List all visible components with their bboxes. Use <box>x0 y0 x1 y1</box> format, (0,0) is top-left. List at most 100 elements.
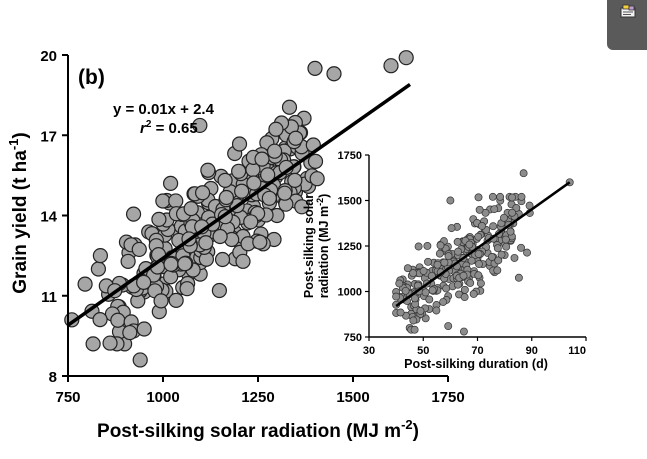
inset-data-point <box>439 298 448 306</box>
inset-data-point <box>475 260 483 268</box>
main-y-ticks: 8 11 14 17 20 <box>40 48 68 386</box>
main-data-point <box>218 189 235 206</box>
inset-data-point <box>474 250 483 258</box>
inset-data-point <box>392 292 401 301</box>
main-data-point <box>125 206 142 222</box>
inset-data-point <box>414 242 423 251</box>
inset-data-point <box>517 243 525 252</box>
main-data-point <box>163 256 179 272</box>
inset-data-point <box>508 208 517 217</box>
inset-data-point <box>453 237 462 246</box>
r-squared: r2 = 0.65 <box>140 119 198 137</box>
inset-data-point <box>433 260 442 269</box>
main-data-point <box>131 241 147 258</box>
main-data-point <box>277 185 293 201</box>
inset-data-point <box>435 249 444 258</box>
inset-data-point <box>490 205 499 214</box>
main-data-point <box>163 175 179 191</box>
inset-y-tick-label: 1250 <box>338 241 362 253</box>
inset-data-point <box>474 232 483 241</box>
main-data-point <box>90 261 107 277</box>
main-data-point <box>151 211 167 228</box>
panel-label: (b) <box>78 66 105 89</box>
inset-data-point <box>444 252 453 261</box>
inset-y-tick-label: 1500 <box>338 196 362 208</box>
inset-fit-line <box>395 181 571 308</box>
main-x-tick-label: 1250 <box>241 389 274 406</box>
inset-data-point <box>421 288 430 297</box>
inset-data-point <box>460 293 469 302</box>
inset-data-point <box>460 285 469 294</box>
inset-y-label-line2: radiation (MJ m-2) <box>315 194 331 299</box>
main-data-point <box>261 190 277 206</box>
inset-data-point <box>410 294 419 303</box>
main-y-tick-label: 11 <box>41 289 57 306</box>
x-axis-label: Post-silking solar radiation (MJ m-2) <box>97 417 419 442</box>
inset-x-axis-label: Post-silking duration (d) <box>404 357 548 371</box>
main-data-point <box>122 324 138 341</box>
inset-data-point <box>519 169 528 178</box>
main-points <box>64 50 414 368</box>
inset-data-point <box>442 284 451 293</box>
main-y-tick-label: 20 <box>40 48 57 65</box>
inset-data-point <box>496 192 505 201</box>
inset-data-point <box>477 222 486 230</box>
inset-data-point <box>395 279 404 288</box>
main-data-point <box>235 253 251 269</box>
regression-equation: y = 0.01x + 2.4 <box>113 101 215 118</box>
inset-data-point <box>500 213 508 222</box>
inset-data-point <box>510 253 519 262</box>
inset-data-point <box>493 244 502 253</box>
y-axis-label: Grain yield (t ha-1) <box>6 132 31 293</box>
inset-data-point <box>502 242 511 251</box>
inset-data-point <box>474 271 483 280</box>
inset-data-point <box>428 286 437 295</box>
main-data-point <box>260 167 276 183</box>
main-x-tick-label: 1750 <box>431 389 464 406</box>
main-data-point <box>383 58 399 74</box>
main-data-point <box>287 172 303 189</box>
main-data-point <box>398 50 414 66</box>
main-data-point <box>85 336 101 352</box>
main-data-point <box>281 99 298 115</box>
main-data-point <box>246 175 262 191</box>
main-data-point <box>326 66 342 82</box>
main-data-point <box>177 256 193 272</box>
main-data-point <box>307 60 323 76</box>
main-data-point <box>252 234 268 250</box>
inset-data-point <box>396 308 405 317</box>
inset-data-point <box>476 279 485 288</box>
inset-x-tick-label: 70 <box>471 345 483 357</box>
main-data-point <box>92 247 108 264</box>
main-data-point <box>288 130 304 146</box>
inset-y-tick-label: 1750 <box>338 150 362 162</box>
inset-y-tick-label: 750 <box>344 332 362 344</box>
presentation-widget[interactable] <box>607 0 647 50</box>
main-data-point <box>211 282 227 299</box>
main-data-point <box>155 193 171 209</box>
inset-data-point <box>453 280 462 289</box>
main-data-point <box>132 352 148 368</box>
inset-chart: 750 1000 1250 1500 1750 30 50 70 90 110 Post-sil… <box>302 148 592 373</box>
inset-data-point <box>487 253 496 261</box>
inset-x-tick-label: 50 <box>417 345 429 357</box>
inset-data-point <box>425 295 434 304</box>
main-data-point <box>217 172 233 188</box>
inset-data-point <box>514 273 523 282</box>
inset-data-point <box>446 196 455 205</box>
main-data-point <box>136 321 152 337</box>
main-x-ticks: 750 1000 1250 1500 1750 <box>55 376 465 406</box>
main-data-point <box>212 228 228 245</box>
inset-data-point <box>459 327 468 336</box>
inset-points <box>392 169 574 336</box>
inset-data-point <box>454 247 462 256</box>
main-data-point <box>110 312 126 328</box>
main-data-point <box>194 185 211 201</box>
main-data-point <box>168 292 184 308</box>
main-data-point <box>254 151 270 167</box>
main-data-point <box>102 335 118 351</box>
main-data-point <box>309 171 325 187</box>
main-fit-line <box>66 82 412 327</box>
inset-data-point <box>465 240 474 249</box>
main-data-point <box>120 253 136 269</box>
